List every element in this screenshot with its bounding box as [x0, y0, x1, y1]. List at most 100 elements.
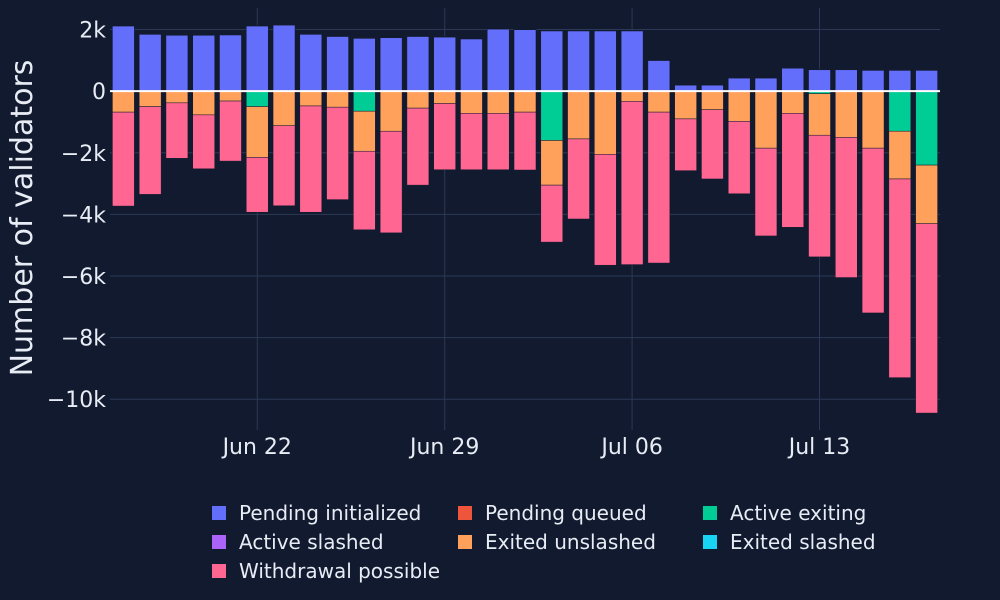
legend-item-label[interactable]: Withdrawal possible	[239, 559, 440, 583]
bar-segment	[486, 28, 510, 30]
bar-segment	[540, 90, 564, 141]
bar-segment	[379, 130, 403, 234]
bar-segment	[540, 30, 564, 32]
bar-segment	[835, 90, 858, 138]
bar-segment	[272, 125, 296, 207]
bar-segment	[326, 106, 349, 200]
legend-swatch[interactable]	[703, 506, 717, 520]
bar-segment	[727, 77, 751, 92]
bar-segment	[299, 105, 323, 213]
bar-segment	[647, 59, 671, 61]
bar-segment	[754, 147, 778, 237]
bar-segment	[781, 113, 804, 228]
bar-segment	[540, 140, 564, 186]
bar-segment	[567, 30, 590, 32]
legend-swatch[interactable]	[458, 535, 472, 549]
bar-segment	[567, 30, 590, 92]
bar-segment	[781, 67, 804, 69]
bar-segment	[272, 90, 296, 126]
legend-item-label[interactable]: Pending queued	[485, 501, 647, 525]
bar-segment	[326, 35, 349, 37]
y-tick-label: −4k	[61, 203, 106, 228]
bar-segment	[138, 33, 162, 92]
bar-segment	[112, 25, 135, 92]
bar-segment	[727, 77, 751, 79]
bar-segment	[647, 60, 671, 92]
x-tick-label: Jun 22	[221, 435, 292, 460]
bar-segment	[246, 90, 269, 107]
bar-segment	[781, 90, 804, 114]
bar-segment	[433, 36, 456, 38]
bar-segment	[246, 25, 269, 27]
bar-segment	[674, 84, 697, 86]
bar-segment	[835, 137, 858, 278]
bar-segment	[246, 157, 269, 213]
bar-segment	[112, 90, 135, 113]
bar-segment	[138, 90, 162, 107]
bar-segment	[513, 111, 537, 171]
bar-segment	[674, 118, 697, 171]
bar-segment	[594, 30, 617, 92]
bar-segment	[406, 107, 430, 186]
legend-swatch[interactable]	[458, 506, 472, 520]
legend-item-label[interactable]: Active exiting	[730, 501, 866, 525]
legend-item-label[interactable]: Active slashed	[239, 530, 384, 554]
bar-segment	[594, 154, 617, 266]
bar-segment	[460, 113, 483, 170]
bar-segment	[299, 33, 323, 35]
bar-segment	[219, 100, 242, 162]
legend-item-label[interactable]: Pending initialized	[239, 501, 421, 525]
bar-segment	[219, 90, 242, 102]
bar-segment	[888, 90, 912, 132]
bar-segment	[754, 77, 778, 79]
bar-segment	[299, 90, 323, 107]
bar-segment	[219, 34, 242, 36]
bar-segment	[835, 69, 858, 71]
bar-segment	[192, 114, 215, 170]
x-tick-label: Jul 06	[599, 435, 663, 460]
bar-segment	[808, 93, 831, 136]
x-tick-label: Jun 29	[408, 435, 479, 460]
bar-segment	[620, 101, 644, 265]
bar-segment	[915, 90, 938, 166]
bar-segment	[299, 33, 323, 92]
legend-item-label[interactable]: Exited slashed	[730, 530, 876, 554]
bar-segment	[808, 69, 831, 92]
bar-segment	[861, 69, 885, 71]
bar-segment	[138, 106, 162, 195]
bar-segment	[272, 24, 296, 26]
bar-segment	[594, 90, 617, 155]
bar-segment	[486, 28, 510, 92]
bar-segment	[701, 90, 724, 110]
bar-segment	[808, 69, 831, 71]
legend-swatch[interactable]	[212, 535, 226, 549]
bar-segment	[138, 33, 162, 35]
legend-swatch[interactable]	[212, 506, 226, 520]
bar-segment	[460, 38, 483, 92]
bar-segment	[513, 29, 537, 92]
bar-segment	[888, 69, 912, 92]
bar-segment	[513, 29, 537, 31]
bar-segment	[647, 111, 671, 264]
y-tick-label: −6k	[61, 265, 106, 290]
bar-segment	[379, 37, 403, 39]
bar-segment	[406, 35, 430, 37]
bar-segment	[567, 138, 590, 220]
bar-segment	[888, 69, 912, 71]
bar-segment	[620, 90, 644, 102]
bar-segment	[915, 164, 938, 224]
legend-swatch[interactable]	[212, 564, 226, 578]
bar-segment	[486, 113, 510, 170]
bar-segment	[353, 90, 376, 112]
legend-item-label[interactable]: Exited unslashed	[485, 530, 656, 554]
bar-segment	[781, 67, 804, 92]
legend-swatch[interactable]	[703, 535, 717, 549]
bar-segment	[915, 223, 938, 414]
bar-segment	[406, 36, 430, 92]
bar-segment	[620, 30, 644, 32]
bar-segment	[620, 30, 644, 92]
bar-segment	[433, 103, 456, 170]
bar-segment	[861, 90, 885, 149]
y-tick-label: −2k	[61, 142, 106, 167]
